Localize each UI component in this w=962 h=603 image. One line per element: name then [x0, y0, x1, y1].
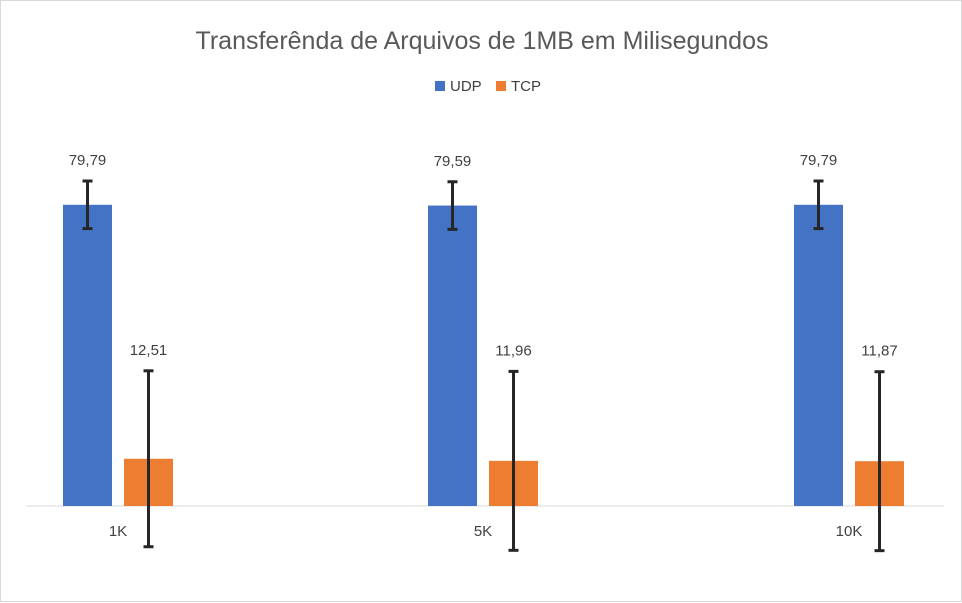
legend-swatch-tcp — [496, 81, 506, 91]
plot-area: 79,79 12,51 1K 79,59 11,96 5K 79,79 11,87 10K — [26, 152, 944, 553]
legend-swatch-udp — [435, 81, 445, 91]
data-label-udp-1k: 79,79 — [69, 152, 107, 169]
data-label-udp-5k: 79,59 — [434, 153, 472, 170]
x-tick-label-10k: 10K — [836, 523, 863, 540]
bar-udp-10k — [794, 204, 843, 506]
bar-udp-1k — [63, 204, 112, 506]
data-label-tcp-10k: 11,87 — [861, 343, 897, 360]
data-label-tcp-1k: 12,51 — [130, 342, 168, 359]
legend-label-tcp: TCP — [511, 78, 541, 95]
legend-label-udp: UDP — [450, 78, 482, 95]
x-tick-label-5k: 5K — [474, 523, 492, 540]
bar-udp-5k — [428, 205, 477, 507]
x-tick-label-1k: 1K — [109, 523, 127, 540]
data-label-tcp-5k: 11,96 — [495, 342, 531, 359]
chart-title: Transferênda de Arquivos de 1MB em Milis… — [196, 27, 769, 55]
legend: UDP TCP — [435, 78, 541, 95]
data-label-udp-10k: 79,79 — [800, 152, 838, 169]
